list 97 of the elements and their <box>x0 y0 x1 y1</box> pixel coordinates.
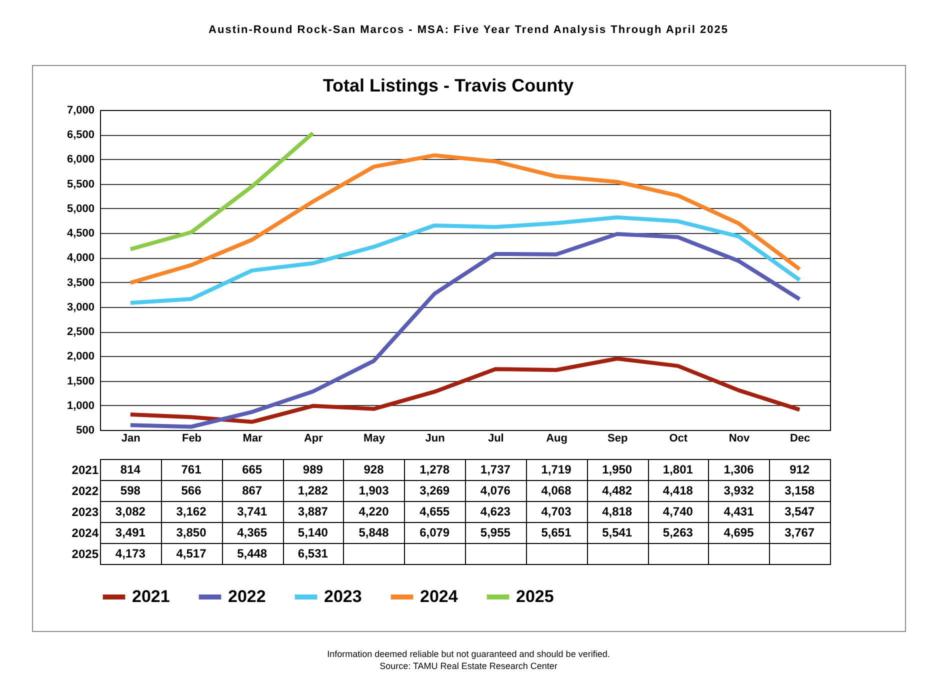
data-label: 5,651 <box>541 526 572 540</box>
x-tick-label: Mar <box>242 432 264 444</box>
data-label: 3,158 <box>784 484 815 498</box>
data-label: 6,531 <box>298 546 328 560</box>
line-series <box>128 356 802 424</box>
x-tick-label: Aug <box>546 432 568 444</box>
legend-label: 2022 <box>228 587 266 606</box>
y-tick-label: 3,000 <box>66 301 94 314</box>
data-label: 4,418 <box>662 484 694 498</box>
data-label: 5,848 <box>358 526 390 540</box>
data-label: 1,278 <box>420 462 450 476</box>
data-label: 3,850 <box>176 526 207 540</box>
line-series <box>128 215 802 305</box>
y-tick-label: 2,500 <box>66 326 94 338</box>
data-label: 4,076 <box>480 484 511 498</box>
y-tick-label: 3,500 <box>66 276 94 289</box>
data-label: 6,079 <box>420 526 450 540</box>
data-label: 3,767 <box>784 526 815 540</box>
y-tick-label: 1,000 <box>66 400 94 412</box>
data-label: 598 <box>120 484 141 498</box>
text: 2021 <box>72 463 98 477</box>
legend-label: 2025 <box>516 587 554 606</box>
data-label: 761 <box>181 462 202 476</box>
x-tick-label: Jul <box>488 432 504 444</box>
y-tick-label: 7,000 <box>66 104 94 116</box>
y-tick-label: 6,000 <box>66 154 94 166</box>
x-tick-label: May <box>364 432 386 444</box>
data-label: 5,448 <box>237 546 268 560</box>
legend-label: 2021 <box>132 587 170 606</box>
data-label: 989 <box>302 462 324 476</box>
y-tick-label: 4,500 <box>66 228 94 240</box>
line-series <box>128 153 802 285</box>
data-label: 1,719 <box>541 462 572 476</box>
x-tick-label: Jun <box>425 432 446 444</box>
y-tick-label: 6,500 <box>66 129 94 142</box>
data-label: 3,741 <box>237 504 268 518</box>
text: 2025 <box>72 547 98 561</box>
source-note: Source: TAMU Real Estate Research Center <box>378 660 558 672</box>
data-label: 4,220 <box>358 504 390 518</box>
line-series <box>128 232 802 429</box>
data-label: 4,365 <box>237 526 268 540</box>
data-label: 1,282 <box>298 484 328 498</box>
y-tick-label: 4,000 <box>66 252 94 264</box>
data-label: 814 <box>120 462 141 476</box>
data-label: 665 <box>242 462 262 476</box>
x-tick-label: Oct <box>669 432 688 444</box>
text: 2024 <box>72 526 98 540</box>
line-series <box>128 131 315 252</box>
text: 2023 <box>72 505 98 519</box>
data-label: 1,950 <box>602 462 632 476</box>
y-tick-label: 2,000 <box>66 350 94 363</box>
data-label: 5,541 <box>602 526 632 540</box>
data-label: 4,695 <box>724 526 754 540</box>
y-tick-label: 5,000 <box>66 202 94 215</box>
x-tick-label: Dec <box>790 432 810 444</box>
data-label: 5,263 <box>662 526 694 540</box>
data-label: 4,517 <box>176 546 207 560</box>
data-label: 5,140 <box>298 526 328 540</box>
data-label: 5,955 <box>480 526 511 540</box>
data-label: 1,737 <box>480 462 511 476</box>
data-label: 4,740 <box>662 504 694 518</box>
x-tick-label: Feb <box>182 432 202 444</box>
data-label: 3,932 <box>724 484 754 498</box>
legend-label: 2024 <box>420 587 458 606</box>
data-label: 3,162 <box>176 504 207 518</box>
y-tick-label: 1,500 <box>66 375 94 388</box>
data-label: 4,623 <box>480 504 511 518</box>
text: Information deemed reliable but not guaranteed and should be verified. <box>326 648 611 660</box>
data-label: 928 <box>364 462 384 476</box>
data-label: 1,903 <box>358 484 390 498</box>
data-label: 3,491 <box>115 526 146 540</box>
data-label: 1,306 <box>724 462 754 476</box>
data-label: 4,655 <box>420 504 450 518</box>
data-label: 566 <box>181 484 202 498</box>
data-label: 4,431 <box>724 504 754 518</box>
text: 2022 <box>72 484 98 498</box>
x-tick-label: Sep <box>607 432 628 444</box>
y-tick-label: 5,500 <box>66 178 94 190</box>
x-tick-label: Jan <box>121 432 141 444</box>
data-label: 867 <box>242 484 262 498</box>
y-tick-label: 500 <box>76 424 94 436</box>
data-label: 912 <box>790 462 810 476</box>
data-label: 4,482 <box>602 484 632 498</box>
data-label: 3,082 <box>115 504 146 518</box>
data-label: 3,547 <box>784 504 815 518</box>
text: Austin-Round Rock-San Marcos - MSA: Five Year Trend Analysis Through April 2025 <box>208 23 730 38</box>
x-tick-label: Nov <box>728 432 751 444</box>
data-label: 4,173 <box>115 546 146 560</box>
data-label: 3,269 <box>420 484 450 498</box>
data-label: 4,068 <box>541 484 572 498</box>
chart-title: Total Listings - Travis County <box>322 76 574 96</box>
legend-label: 2023 <box>324 587 362 606</box>
data-label: 4,703 <box>541 504 572 518</box>
data-label: 1,801 <box>662 462 694 476</box>
data-label: 3,887 <box>298 504 328 518</box>
x-tick-label: Apr <box>304 432 324 444</box>
data-label: 4,818 <box>602 504 632 518</box>
